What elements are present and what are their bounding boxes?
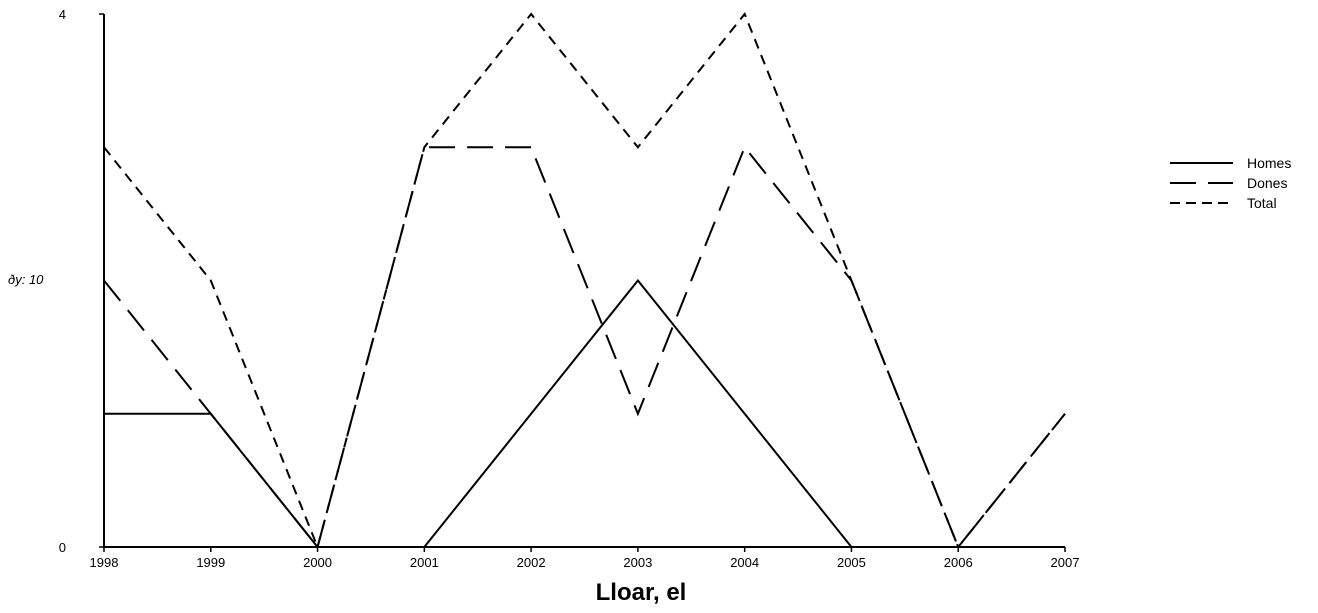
legend-label-homes: Homes: [1247, 155, 1291, 171]
x-axis-label: Lloar, el: [596, 579, 687, 606]
x-tick-label: 2004: [730, 555, 759, 570]
x-tick-label: 2000: [303, 555, 332, 570]
x-tick-label: 2007: [1051, 555, 1080, 570]
series-lines: [103, 12, 1066, 551]
y-tick-label: 4: [59, 7, 66, 22]
series-line-homes: [104, 278, 959, 548]
y-tick-labels: 04: [59, 7, 66, 555]
x-tick-label: 2005: [837, 555, 866, 570]
series-line-dones: [103, 145, 1066, 550]
x-tick-label: 2006: [944, 555, 973, 570]
x-tick-label: 2001: [410, 555, 439, 570]
x-tick-label: 2002: [517, 555, 546, 570]
legend-label-total: Total: [1247, 195, 1277, 211]
legend: Homes Dones Total: [1170, 155, 1291, 211]
legend-label-dones: Dones: [1247, 175, 1287, 191]
axes: [99, 13, 1066, 552]
x-tick-label: 1999: [196, 555, 225, 570]
series-line-total: [103, 12, 1066, 551]
y-axis-label: ðy: 10: [8, 272, 44, 287]
x-tick-label: 1998: [90, 555, 119, 570]
x-tick-label: 2003: [623, 555, 652, 570]
x-tick-labels: 1998 1999 2000 2001 2002 2003 2004 2005 2006 2007: [90, 555, 1080, 570]
y-tick-label: 0: [59, 540, 66, 555]
